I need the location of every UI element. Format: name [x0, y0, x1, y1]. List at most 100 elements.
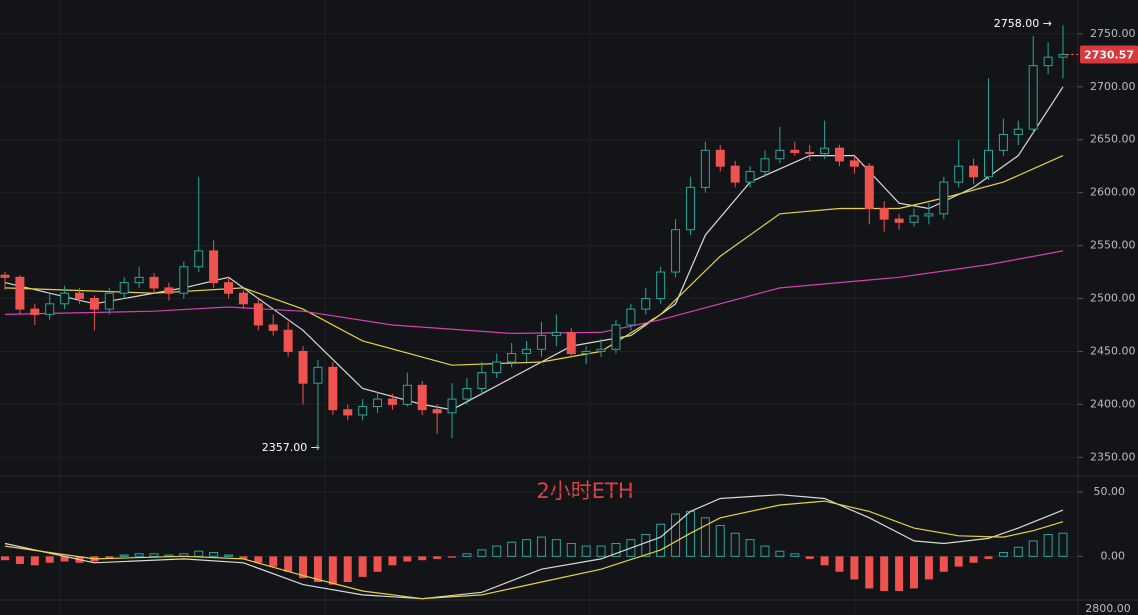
macd-tick-label: 50.00: [1094, 485, 1126, 498]
candle-body: [581, 350, 591, 355]
macd-bar: [984, 556, 993, 559]
candle-body: [596, 348, 606, 352]
candle-body: [238, 292, 248, 305]
macd-bar: [224, 554, 234, 557]
candle-body: [268, 324, 278, 331]
macd-bar: [790, 553, 800, 557]
macd-bar: [492, 545, 502, 557]
candle-body: [834, 147, 844, 162]
macd-bar: [239, 556, 248, 559]
watermark-title: 2小时ETH: [536, 479, 633, 503]
macd-bar: [656, 523, 666, 557]
macd-bar: [373, 556, 382, 572]
candle-body: [745, 170, 755, 183]
macd-bar: [880, 556, 889, 592]
low-label: 2357.00 →: [262, 441, 320, 454]
candle-body: [820, 147, 830, 154]
candle-body: [209, 250, 219, 284]
candle-body: [760, 158, 770, 172]
high-label: 2758.00 →: [994, 17, 1052, 30]
candle-body: [924, 213, 934, 217]
macd-bar: [1, 556, 9, 561]
candle-body: [15, 276, 25, 310]
macd-bar: [388, 556, 397, 566]
macd-bar: [119, 554, 129, 557]
macd-bar: [895, 556, 904, 592]
candle-body: [849, 160, 859, 167]
macd-bar: [835, 556, 844, 572]
macd-bar: [507, 541, 517, 557]
macd-bar: [760, 545, 770, 557]
candle-body: [656, 271, 666, 300]
candle-body: [298, 350, 308, 384]
bottom-axis-label: 2800.00: [1085, 602, 1131, 615]
macd-bar: [433, 556, 442, 559]
candle-body: [954, 165, 964, 183]
candle-body: [0, 274, 10, 278]
candle-body: [358, 405, 368, 416]
candle-body: [343, 409, 353, 416]
candle-body: [224, 282, 234, 294]
candle-body: [119, 282, 129, 294]
candle-body: [1013, 128, 1023, 135]
candle-body: [373, 398, 383, 407]
candle-body: [30, 308, 40, 315]
candle-body: [104, 292, 114, 310]
macd-bar: [566, 542, 576, 557]
candle-body: [477, 372, 487, 389]
macd-bar: [299, 556, 308, 579]
macd-bar: [536, 536, 546, 557]
vertical-grid: [59, 0, 856, 615]
macd-bar: [209, 551, 219, 557]
candle-body: [715, 149, 725, 167]
macd-bar: [715, 525, 725, 557]
macd-bar: [924, 556, 933, 580]
y-tick-label: 2650.00: [1090, 133, 1136, 146]
macd-bar: [462, 553, 472, 557]
macd-bar: [343, 556, 352, 583]
candle-body: [462, 387, 472, 400]
macd-tick-label: 0.00: [1101, 549, 1126, 562]
candle-body: [671, 229, 681, 273]
candle-body: [626, 308, 636, 326]
y-tick-label: 2400.00: [1090, 397, 1136, 410]
candle-body: [417, 384, 427, 411]
candle-body: [60, 292, 70, 305]
last-price-tag: [1080, 45, 1138, 64]
candle-body: [447, 398, 457, 414]
macd-bar: [45, 556, 54, 563]
macd-bar: [820, 556, 829, 566]
macd-bar: [328, 556, 337, 585]
macd-bar: [805, 556, 814, 559]
y-tick-label: 2700.00: [1090, 80, 1136, 93]
macd-bar: [522, 539, 532, 557]
macd-bar: [194, 550, 204, 557]
y-tick-label: 2500.00: [1090, 292, 1136, 305]
macd-bar: [998, 551, 1008, 557]
candle-body: [387, 398, 397, 405]
macd-bar: [626, 539, 636, 557]
macd-bar: [269, 556, 278, 567]
candle-body: [1028, 65, 1038, 130]
candle-body: [432, 409, 442, 414]
macd-bar: [641, 534, 651, 557]
candle-body: [283, 329, 293, 352]
macd-bar: [1058, 532, 1068, 557]
candle-body: [45, 303, 55, 315]
macd-bar: [284, 556, 293, 572]
macd-bar: [596, 545, 606, 557]
macd-bar: [850, 556, 859, 580]
y-tick-label: 2450.00: [1090, 344, 1136, 357]
macd-bar: [969, 556, 978, 563]
macd-bar: [358, 556, 367, 577]
candle-body: [790, 149, 800, 153]
candle-body: [864, 165, 874, 210]
candle-body: [75, 292, 85, 300]
candle-body: [328, 366, 338, 411]
candle-body: [313, 366, 323, 384]
candle-body: [775, 149, 785, 160]
candle-body: [700, 149, 710, 188]
y-tick-label: 2550.00: [1090, 239, 1136, 252]
macd-bar: [1043, 534, 1053, 557]
